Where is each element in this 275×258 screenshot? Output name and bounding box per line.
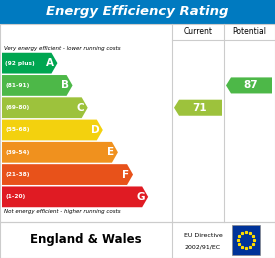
Text: (69-80): (69-80) [5, 105, 29, 110]
Text: C: C [77, 103, 84, 113]
Text: Current: Current [183, 28, 213, 36]
Text: (55-68): (55-68) [5, 127, 29, 133]
Text: D: D [91, 125, 100, 135]
Polygon shape [2, 187, 148, 207]
Text: 71: 71 [193, 103, 207, 113]
Text: 87: 87 [244, 80, 258, 90]
Polygon shape [2, 142, 118, 163]
Text: F: F [122, 170, 130, 180]
Text: G: G [137, 192, 145, 202]
Text: (92 plus): (92 plus) [5, 61, 35, 66]
Polygon shape [2, 120, 103, 140]
Text: Potential: Potential [232, 28, 266, 36]
Polygon shape [2, 53, 57, 74]
FancyBboxPatch shape [232, 225, 260, 255]
Text: B: B [61, 80, 69, 90]
Text: A: A [46, 58, 54, 68]
Polygon shape [2, 97, 88, 118]
Polygon shape [174, 100, 222, 116]
Text: (39-54): (39-54) [5, 150, 29, 155]
Text: Not energy efficient - higher running costs: Not energy efficient - higher running co… [4, 209, 121, 214]
Polygon shape [226, 77, 272, 93]
FancyBboxPatch shape [0, 0, 275, 24]
Text: (81-91): (81-91) [5, 83, 29, 88]
Polygon shape [2, 75, 73, 96]
Text: EU Directive: EU Directive [183, 233, 222, 238]
Text: (1-20): (1-20) [5, 194, 25, 199]
Text: (21-38): (21-38) [5, 172, 29, 177]
Text: E: E [107, 147, 114, 157]
Text: England & Wales: England & Wales [30, 233, 142, 246]
Polygon shape [2, 164, 133, 185]
Text: 2002/91/EC: 2002/91/EC [185, 245, 221, 250]
Text: Very energy efficient - lower running costs: Very energy efficient - lower running co… [4, 46, 121, 51]
Text: Energy Efficiency Rating: Energy Efficiency Rating [46, 5, 229, 19]
